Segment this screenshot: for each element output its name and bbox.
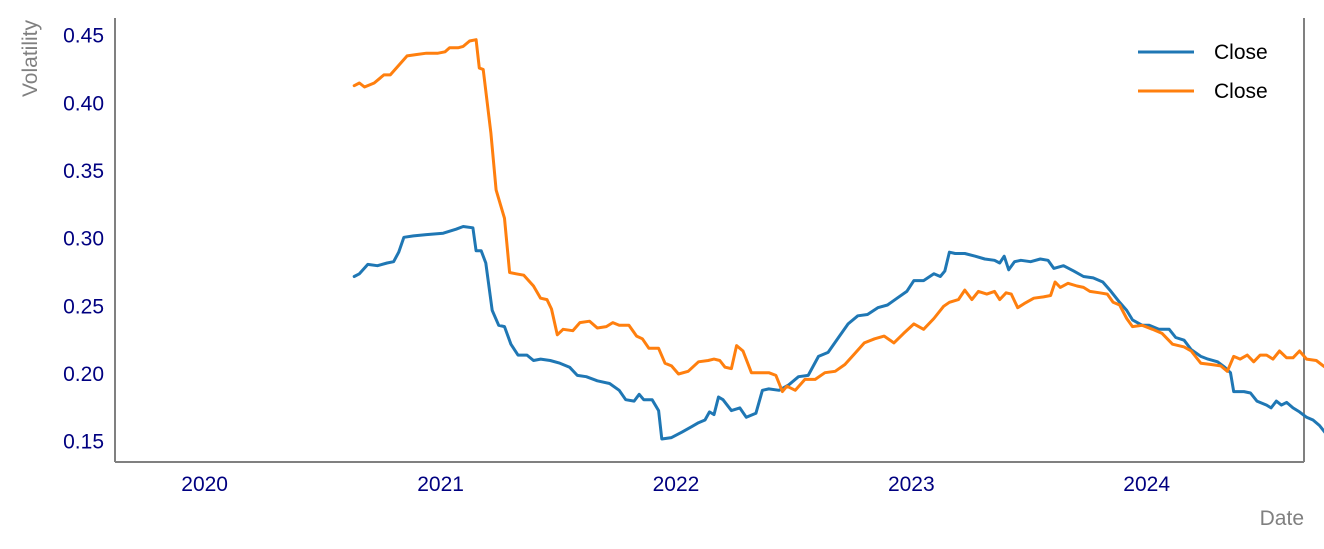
axes bbox=[114, 18, 1305, 463]
x-axis-title: Date bbox=[1260, 507, 1304, 530]
legend-label: Close bbox=[1214, 41, 1268, 64]
y-tick-label: 0.15 bbox=[63, 431, 104, 454]
x-tick-label: 2020 bbox=[181, 473, 228, 496]
series-line-2 bbox=[352, 38, 1324, 394]
y-tick-label: 0.45 bbox=[63, 25, 104, 48]
x-tick-label: 2022 bbox=[653, 473, 700, 496]
y-tick-label: 0.20 bbox=[63, 363, 104, 386]
series-line-1 bbox=[352, 225, 1324, 441]
y-tick-label: 0.35 bbox=[63, 160, 104, 183]
x-tick-labels: 2020 2021 2022 2023 2024 bbox=[181, 473, 1170, 496]
legend-item: Close bbox=[1138, 80, 1268, 103]
series-layer bbox=[352, 38, 1324, 441]
x-tick-label: 2024 bbox=[1123, 473, 1170, 496]
legend-item: Close bbox=[1138, 41, 1268, 64]
legend: Close Close bbox=[1138, 41, 1268, 103]
y-tick-labels: 0.15 0.20 0.25 0.30 0.35 0.40 0.45 bbox=[63, 25, 104, 454]
x-tick-label: 2021 bbox=[417, 473, 464, 496]
x-tick-label: 2023 bbox=[888, 473, 935, 496]
y-tick-label: 0.30 bbox=[63, 228, 104, 251]
y-axis-title: Volatility bbox=[19, 20, 42, 98]
legend-label: Close bbox=[1214, 80, 1268, 103]
y-tick-label: 0.40 bbox=[63, 92, 104, 115]
y-tick-label: 0.25 bbox=[63, 295, 104, 318]
